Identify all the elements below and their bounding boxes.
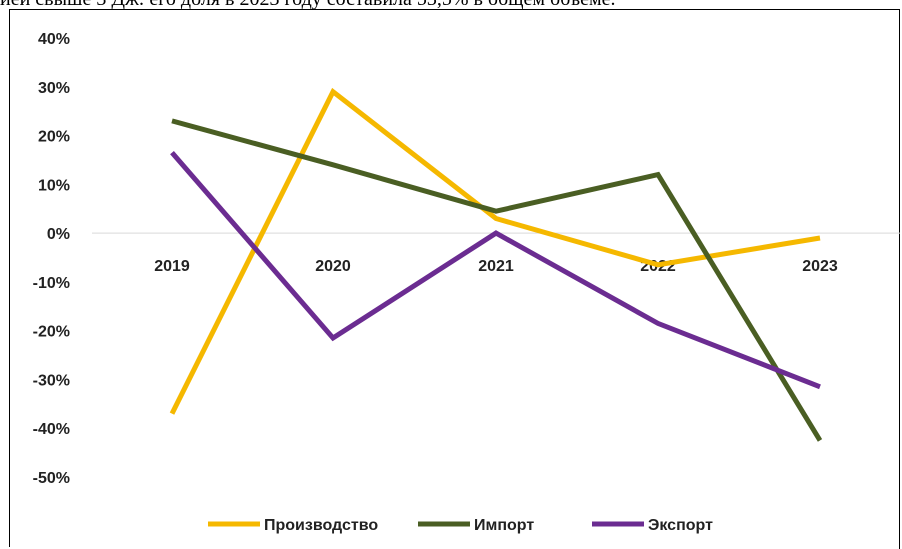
y-axis: 40% 30% 20% 10% 0% -10% -20% -30% -40% -50%: [33, 31, 70, 487]
series-line-3: [170, 150, 821, 390]
y-tick-label: -50%: [33, 470, 70, 487]
legend-label: Производство: [264, 517, 378, 534]
x-category-label: 2023: [802, 258, 838, 275]
series-group: [169, 87, 823, 442]
y-tick-label: -20%: [33, 324, 70, 341]
y-tick-label: 30%: [38, 80, 70, 97]
legend-label: Импорт: [474, 517, 534, 534]
legend-label: Экспорт: [648, 517, 713, 534]
y-tick-label: 20%: [38, 129, 70, 146]
y-tick-label: 10%: [38, 177, 70, 194]
legend: Производство Импорт Экспорт: [208, 517, 713, 534]
top-text: ией свыше 3 Дж: его доля в 2023 году сос…: [0, 0, 902, 10]
y-tick-label: 0%: [47, 226, 70, 243]
x-category-label: 2021: [478, 258, 514, 275]
chart-frame-right: [899, 9, 900, 549]
x-category-label: 2020: [315, 258, 351, 275]
series-line-1: [169, 87, 821, 415]
y-tick-label: -30%: [33, 372, 70, 389]
x-axis: 2019 2020 2021 2022 2023: [154, 258, 838, 275]
y-tick-label: 40%: [38, 31, 70, 48]
y-tick-label: -10%: [33, 275, 70, 292]
chart-frame: [9, 9, 899, 547]
x-category-label: 2019: [154, 258, 190, 275]
y-tick-label: -40%: [33, 421, 70, 438]
series-line-2: [171, 118, 823, 442]
